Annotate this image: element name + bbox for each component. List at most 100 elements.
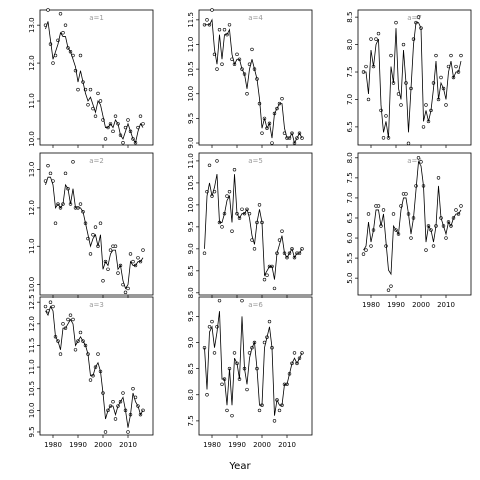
data-point bbox=[225, 194, 229, 198]
data-point bbox=[227, 23, 232, 27]
data-point bbox=[78, 53, 83, 58]
data-point bbox=[53, 221, 58, 225]
data-point bbox=[98, 221, 103, 225]
y-tick-label: 10.0 bbox=[28, 403, 36, 419]
data-point bbox=[106, 267, 110, 271]
data-point bbox=[220, 62, 224, 66]
data-point bbox=[202, 251, 207, 255]
data-point bbox=[61, 322, 65, 326]
x-tick-label: 2010 bbox=[119, 441, 137, 449]
x-tick-label: 1990 bbox=[387, 301, 405, 309]
data-point bbox=[96, 91, 100, 96]
y-tick-label: 13.0 bbox=[28, 17, 36, 33]
x-tick-label: 2000 bbox=[412, 301, 430, 309]
data-point bbox=[126, 430, 130, 434]
y-tick-label: 9.5 bbox=[28, 426, 36, 437]
data-point bbox=[439, 75, 443, 80]
data-point bbox=[210, 319, 214, 324]
data-point bbox=[424, 248, 428, 252]
data-point bbox=[58, 12, 63, 16]
x-tick-label: 1990 bbox=[228, 441, 246, 449]
panel-frame bbox=[198, 296, 313, 436]
data-point bbox=[386, 288, 391, 292]
data-point bbox=[436, 176, 441, 180]
y-tick-label: 12.5 bbox=[28, 294, 36, 310]
y-tick-label: 10.0 bbox=[28, 131, 36, 147]
data-point bbox=[369, 244, 373, 248]
y-tick-label: 7.5 bbox=[187, 415, 195, 426]
data-point bbox=[108, 248, 113, 252]
data-point bbox=[207, 325, 212, 329]
trend-line bbox=[204, 174, 303, 280]
y-tick-label: 8.0 bbox=[187, 389, 195, 400]
data-point bbox=[217, 298, 222, 303]
y-tick-label: 9.0 bbox=[187, 137, 195, 148]
trend-line bbox=[45, 305, 144, 428]
x-tick-label: 2010 bbox=[278, 441, 296, 449]
data-point bbox=[245, 387, 249, 392]
data-point bbox=[300, 136, 304, 140]
panel-frame bbox=[39, 152, 154, 296]
data-point bbox=[366, 212, 371, 216]
data-point bbox=[391, 212, 396, 216]
y-tick-label: 11.0 bbox=[28, 359, 36, 375]
y-tick-label: 10.5 bbox=[28, 381, 36, 397]
data-point bbox=[121, 141, 125, 145]
y-tick-label: 12.0 bbox=[28, 55, 36, 71]
data-point bbox=[399, 103, 403, 107]
data-point bbox=[136, 256, 140, 260]
y-tick-label: 8.5 bbox=[346, 12, 354, 23]
data-point bbox=[454, 64, 458, 69]
data-point bbox=[366, 97, 371, 102]
data-point bbox=[424, 103, 428, 107]
data-point bbox=[409, 236, 413, 240]
data-point bbox=[444, 103, 448, 107]
data-point bbox=[131, 259, 135, 264]
panel-title: a=7 bbox=[407, 14, 422, 22]
panel-title: a=3 bbox=[89, 301, 104, 309]
y-tick-label: 6.5 bbox=[346, 121, 354, 132]
data-point bbox=[141, 248, 145, 252]
data-point bbox=[138, 114, 143, 118]
y-tick-label: 6.0 bbox=[346, 232, 354, 243]
y-tick-label: 11.0 bbox=[28, 238, 36, 254]
data-point bbox=[401, 42, 406, 47]
data-point bbox=[51, 61, 55, 65]
data-point bbox=[220, 225, 224, 229]
data-point bbox=[96, 352, 100, 356]
data-point bbox=[210, 8, 214, 12]
y-tick-label: 10.0 bbox=[28, 277, 36, 293]
y-tick-label: 11.5 bbox=[187, 12, 195, 28]
data-point bbox=[63, 23, 68, 27]
y-tick-label: 5.0 bbox=[346, 273, 354, 284]
data-point bbox=[421, 125, 426, 129]
data-point bbox=[225, 408, 229, 413]
data-point bbox=[103, 137, 108, 141]
data-point bbox=[68, 313, 73, 317]
data-point bbox=[257, 408, 262, 413]
data-point bbox=[381, 208, 386, 212]
y-tick-label: 7.5 bbox=[346, 66, 354, 77]
y-tick-label: 9.5 bbox=[187, 113, 195, 124]
data-point bbox=[389, 53, 393, 58]
y-tick-label: 9.0 bbox=[187, 243, 195, 254]
data-point bbox=[103, 430, 108, 434]
data-point bbox=[404, 192, 408, 196]
panel-frame bbox=[357, 152, 472, 296]
data-point bbox=[232, 168, 237, 172]
data-point bbox=[215, 67, 219, 71]
y-tick-label: 11.5 bbox=[28, 338, 36, 354]
data-point bbox=[43, 304, 48, 309]
y-tick-label: 13.0 bbox=[28, 162, 36, 178]
y-tick-label: 10.5 bbox=[187, 175, 195, 191]
data-point bbox=[416, 15, 421, 19]
data-point bbox=[73, 348, 78, 352]
data-point bbox=[265, 273, 269, 277]
data-point bbox=[240, 298, 244, 303]
data-point bbox=[126, 286, 130, 291]
data-point bbox=[93, 114, 98, 118]
data-point bbox=[227, 189, 232, 194]
data-point bbox=[235, 52, 239, 57]
y-tick-label: 7.5 bbox=[346, 172, 354, 183]
data-point bbox=[111, 129, 115, 134]
